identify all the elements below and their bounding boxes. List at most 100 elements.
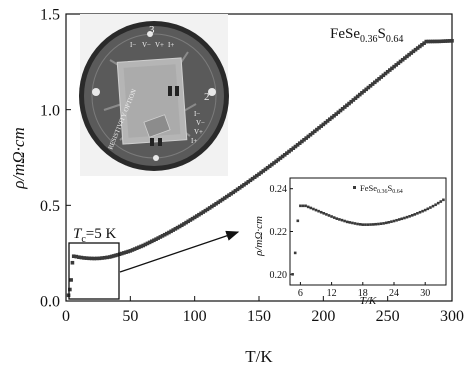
data-point (384, 221, 388, 225)
data-point (300, 139, 304, 144)
data-point (141, 243, 145, 248)
data-point (152, 238, 156, 243)
x-tick-label: 250 (376, 308, 400, 325)
y-tick-label: 0.5 (40, 198, 60, 215)
data-point (128, 249, 133, 253)
data-point (403, 216, 406, 220)
data-point (180, 223, 184, 228)
zoom-arrow (119, 230, 240, 273)
inset-legend: FeSe0.36S0.64 (353, 183, 403, 195)
data-point (289, 148, 293, 152)
data-point (162, 232, 167, 237)
data-point (105, 255, 109, 260)
data-point (310, 131, 315, 135)
board-label-2: 2 (204, 91, 210, 103)
data-point (291, 273, 294, 276)
data-point (291, 146, 296, 150)
data-point (199, 211, 203, 216)
data-point (448, 39, 452, 43)
data-point (322, 212, 326, 215)
data-point (233, 189, 238, 193)
data-point (299, 204, 302, 208)
data-point (287, 149, 291, 154)
data-point (437, 39, 441, 44)
x-tick-label: 12 (327, 288, 337, 299)
data-point (335, 217, 339, 220)
main-x-axis-label: T/K (245, 347, 273, 366)
board-lead-labels: I− V− V+ I+ (130, 41, 174, 49)
x-tick-label: 0 (62, 308, 70, 325)
svg-text:V−: V− (196, 119, 205, 127)
data-point (92, 256, 97, 261)
data-point (126, 249, 130, 254)
data-point (390, 220, 393, 223)
data-point (82, 256, 86, 260)
data-point (442, 198, 445, 202)
data-point (122, 251, 126, 255)
data-point (267, 164, 272, 168)
data-point (259, 170, 263, 175)
x-tick-label: 200 (311, 308, 335, 325)
data-point (358, 223, 362, 226)
data-point (338, 218, 341, 221)
data-point (87, 256, 91, 261)
data-point (420, 43, 424, 47)
x-tick-label: 18 (358, 288, 368, 299)
svg-text:I−: I− (130, 41, 136, 49)
data-point (175, 225, 180, 230)
data-point (443, 39, 448, 43)
data-point (89, 256, 94, 261)
data-point (377, 76, 381, 81)
data-point (188, 218, 193, 222)
data-point (68, 287, 72, 292)
data-point (79, 255, 84, 260)
data-point (381, 73, 386, 78)
svg-text:V+: V+ (155, 41, 164, 49)
x-tick-label: 50 (122, 308, 138, 325)
data-point (214, 201, 218, 206)
data-point (71, 254, 76, 259)
x-tick-label: 100 (183, 308, 207, 325)
data-point (382, 222, 385, 225)
data-point (392, 219, 396, 223)
data-point (397, 218, 401, 221)
data-point (182, 222, 186, 226)
data-point (235, 187, 240, 192)
data-point (379, 222, 383, 225)
data-point (410, 214, 414, 217)
data-point (237, 186, 242, 190)
data-point (278, 156, 283, 160)
data-point (263, 167, 268, 172)
data-point (111, 254, 116, 258)
data-point (434, 203, 437, 207)
data-point (319, 124, 323, 128)
data-point (276, 157, 281, 162)
data-point (130, 248, 135, 252)
data-point (177, 224, 182, 229)
data-point (220, 197, 225, 202)
data-point (361, 223, 365, 226)
data-point (392, 64, 396, 69)
data-point (431, 204, 435, 208)
svg-text:V−: V− (142, 41, 151, 49)
data-point (349, 99, 354, 104)
inset-y-axis-label: ρ/mΩ·cm (253, 216, 265, 257)
data-point (343, 219, 346, 223)
data-point (323, 120, 328, 125)
data-point (325, 213, 328, 216)
data-point (314, 208, 318, 212)
data-point (411, 49, 416, 54)
data-point (428, 39, 433, 44)
x-tick-label: 6 (298, 288, 303, 299)
data-point (309, 206, 313, 210)
data-point (424, 39, 429, 44)
main-axis-ticks: 0 50 100 150 200 250 300 0.0 0.5 1.0 1.5 (40, 7, 464, 325)
data-point (317, 209, 320, 213)
data-point (100, 256, 104, 260)
data-point (374, 222, 378, 226)
data-point (373, 80, 377, 85)
data-point (216, 200, 221, 205)
data-point (225, 194, 229, 199)
data-point (107, 255, 112, 259)
